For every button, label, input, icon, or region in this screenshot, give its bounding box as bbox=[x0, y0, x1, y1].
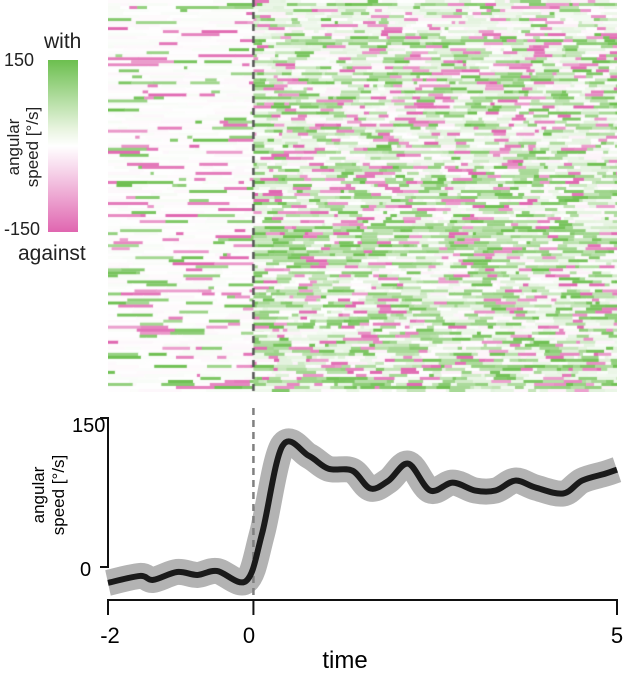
colorbar-min: -150 bbox=[4, 219, 41, 239]
x-axis bbox=[107, 599, 618, 615]
colorbar-label-line1: angular bbox=[4, 118, 23, 176]
mean-speed-plot: 150 0 -2 0 5 time angular speed [°/s] bbox=[29, 408, 623, 674]
y-axis bbox=[100, 417, 109, 568]
colorbar-axis-label: angular speed [°/s] bbox=[4, 92, 42, 202]
mean-line bbox=[107, 438, 618, 586]
xtick-5: 5 bbox=[611, 623, 623, 648]
x-axis-label: time bbox=[322, 647, 367, 674]
colorbar-label-line2: speed [°/s] bbox=[23, 106, 42, 188]
colorbar-top-label: with bbox=[44, 30, 82, 53]
trial-heatmap bbox=[108, 0, 617, 392]
xtick-0: 0 bbox=[243, 623, 255, 648]
ytick-0: 0 bbox=[80, 559, 91, 581]
colorbar-max: 150 bbox=[4, 50, 35, 70]
y-axis-label-line2: speed [°/s] bbox=[49, 455, 68, 536]
sem-band bbox=[105, 428, 622, 596]
ytick-150: 150 bbox=[72, 415, 105, 437]
y-axis-label-line1: angular bbox=[29, 466, 48, 523]
xtick-neg2: -2 bbox=[100, 623, 120, 648]
colorbar-bottom-label: against bbox=[18, 242, 86, 265]
colorbar bbox=[48, 60, 78, 232]
y-axis-label: angular speed [°/s] bbox=[29, 455, 68, 536]
